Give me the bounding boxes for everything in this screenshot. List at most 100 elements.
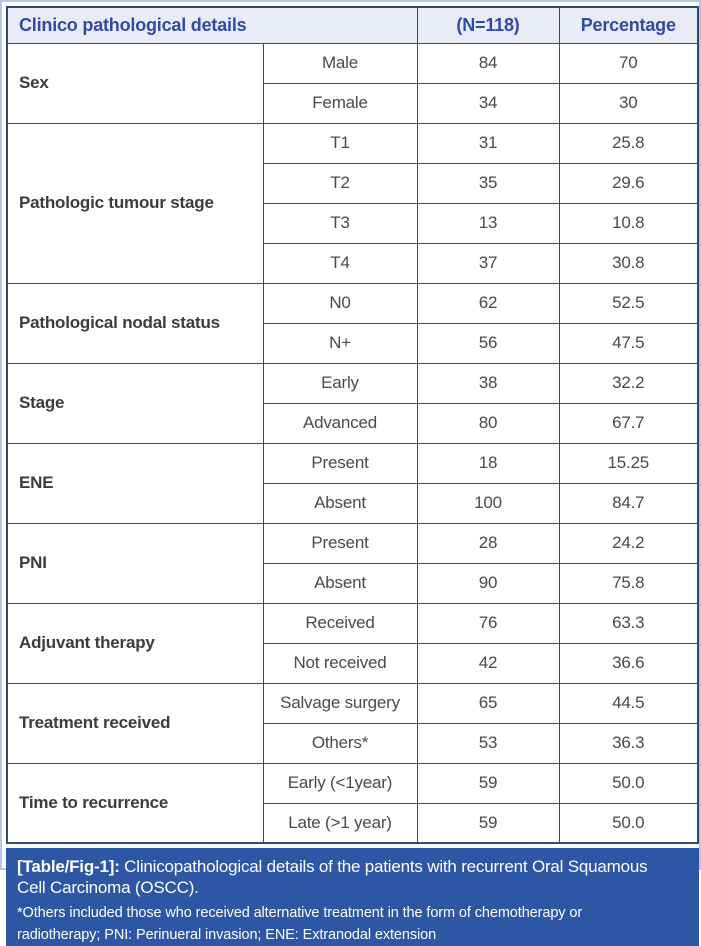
- caption-tag: [Table/Fig-1]:: [17, 857, 120, 876]
- header-n: (N=118): [416, 6, 560, 44]
- table-row: N+ 56 47.5: [7, 322, 699, 364]
- table-row: Advanced 80 67.7: [7, 402, 699, 444]
- table-row: Female 34 30: [7, 82, 699, 124]
- header-row: Clinico pathological details (N=118) Per…: [6, 6, 699, 44]
- percent-cell: 70: [558, 42, 699, 84]
- table-row: Pathologic tumour stage T1 31 25.8: [6, 122, 699, 284]
- percent-cell: 36.3: [558, 722, 699, 764]
- percent-cell: 44.5: [558, 682, 699, 724]
- count-cell: 34: [416, 82, 560, 124]
- header-percentage: Percentage: [558, 6, 699, 44]
- category-cell: Early (<1year): [262, 762, 418, 804]
- table-row: Stage Early 38 32.2: [6, 362, 699, 444]
- count-cell: 59: [416, 762, 560, 804]
- table-row: Absent 100 84.7: [7, 482, 699, 524]
- percent-cell: 29.6: [558, 162, 699, 204]
- table-row: T4 37 30.8: [7, 242, 699, 284]
- table-row: ENE Present 18 15.25: [6, 442, 699, 524]
- percent-cell: 52.5: [558, 282, 699, 324]
- count-cell: 38: [416, 362, 560, 404]
- clinicopathological-table: Clinico pathological details (N=118) Per…: [6, 6, 699, 844]
- count-cell: 18: [416, 442, 560, 484]
- category-cell: N+: [262, 322, 418, 364]
- category-cell: Female: [262, 82, 418, 124]
- group-label-time-to-recurrence: Time to recurrence: [6, 762, 264, 844]
- table-row: T2 35 29.6: [7, 162, 699, 204]
- count-cell: 100: [416, 482, 560, 524]
- category-cell: Received: [262, 602, 418, 644]
- count-cell: 35: [416, 162, 560, 204]
- table-row: T3 13 10.8: [7, 202, 699, 244]
- category-cell: T4: [262, 242, 418, 284]
- category-cell: Present: [262, 522, 418, 564]
- category-cell: Not received: [262, 642, 418, 684]
- percent-cell: 50.0: [558, 762, 699, 804]
- count-cell: 42: [416, 642, 560, 684]
- percent-cell: 15.25: [558, 442, 699, 484]
- percent-cell: 25.8: [558, 122, 699, 164]
- group-label-stage: Stage: [6, 362, 264, 444]
- category-cell: T3: [262, 202, 418, 244]
- percent-cell: 50.0: [558, 802, 699, 844]
- table-row: Absent 90 75.8: [7, 562, 699, 604]
- table-row: Others* 53 36.3: [7, 722, 699, 764]
- count-cell: 28: [416, 522, 560, 564]
- table-row: Pathological nodal status N0 62 52.5: [6, 282, 699, 364]
- table-row: Adjuvant therapy Received 76 63.3: [6, 602, 699, 684]
- percent-cell: 67.7: [558, 402, 699, 444]
- percent-cell: 10.8: [558, 202, 699, 244]
- count-cell: 90: [416, 562, 560, 604]
- table-header: Clinico pathological details (N=118) Per…: [6, 6, 699, 44]
- category-cell: Present: [262, 442, 418, 484]
- caption-bar: [Table/Fig-1]: Clinicopathological detai…: [6, 848, 699, 946]
- caption-footnote: *Others included those who received alte…: [17, 905, 583, 943]
- percent-cell: 75.8: [558, 562, 699, 604]
- count-cell: 80: [416, 402, 560, 444]
- group-label-pni: PNI: [6, 522, 264, 604]
- group-label-ene: ENE: [6, 442, 264, 524]
- table-row: Time to recurrence Early (<1year) 59 50.…: [6, 762, 699, 844]
- count-cell: 56: [416, 322, 560, 364]
- table-row: Not received 42 36.6: [7, 642, 699, 684]
- category-cell: T2: [262, 162, 418, 204]
- count-cell: 65: [416, 682, 560, 724]
- table-row: Treatment received Salvage surgery 65 44…: [6, 682, 699, 764]
- group-label-tumour-stage: Pathologic tumour stage: [6, 122, 264, 284]
- category-cell: Absent: [262, 562, 418, 604]
- percent-cell: 24.2: [558, 522, 699, 564]
- percent-cell: 30.8: [558, 242, 699, 284]
- table-caption: [Table/Fig-1]: Clinicopathological detai…: [17, 856, 677, 898]
- percent-cell: 32.2: [558, 362, 699, 404]
- percent-cell: 47.5: [558, 322, 699, 364]
- category-cell: Others*: [262, 722, 418, 764]
- percent-cell: 36.6: [558, 642, 699, 684]
- table-row: Late (>1 year) 59 50.0: [7, 802, 699, 844]
- percent-cell: 63.3: [558, 602, 699, 644]
- percent-cell: 30: [558, 82, 699, 124]
- group-label-sex: Sex: [6, 42, 264, 124]
- group-label-adjuvant-therapy: Adjuvant therapy: [6, 602, 264, 684]
- group-label-nodal-status: Pathological nodal status: [6, 282, 264, 364]
- category-cell: Salvage surgery: [262, 682, 418, 724]
- percent-cell: 84.7: [558, 482, 699, 524]
- header-details: Clinico pathological details: [6, 6, 418, 44]
- table-row: Sex Male 84 70: [6, 42, 699, 124]
- category-cell: Absent: [262, 482, 418, 524]
- count-cell: 62: [416, 282, 560, 324]
- category-cell: Advanced: [262, 402, 418, 444]
- count-cell: 84: [416, 42, 560, 84]
- category-cell: Late (>1 year): [262, 802, 418, 844]
- group-label-treatment-received: Treatment received: [6, 682, 264, 764]
- count-cell: 37: [416, 242, 560, 284]
- count-cell: 53: [416, 722, 560, 764]
- count-cell: 76: [416, 602, 560, 644]
- category-cell: T1: [262, 122, 418, 164]
- count-cell: 59: [416, 802, 560, 844]
- count-cell: 13: [416, 202, 560, 244]
- category-cell: N0: [262, 282, 418, 324]
- table-row: PNI Present 28 24.2: [6, 522, 699, 604]
- category-cell: Male: [262, 42, 418, 84]
- category-cell: Early: [262, 362, 418, 404]
- count-cell: 31: [416, 122, 560, 164]
